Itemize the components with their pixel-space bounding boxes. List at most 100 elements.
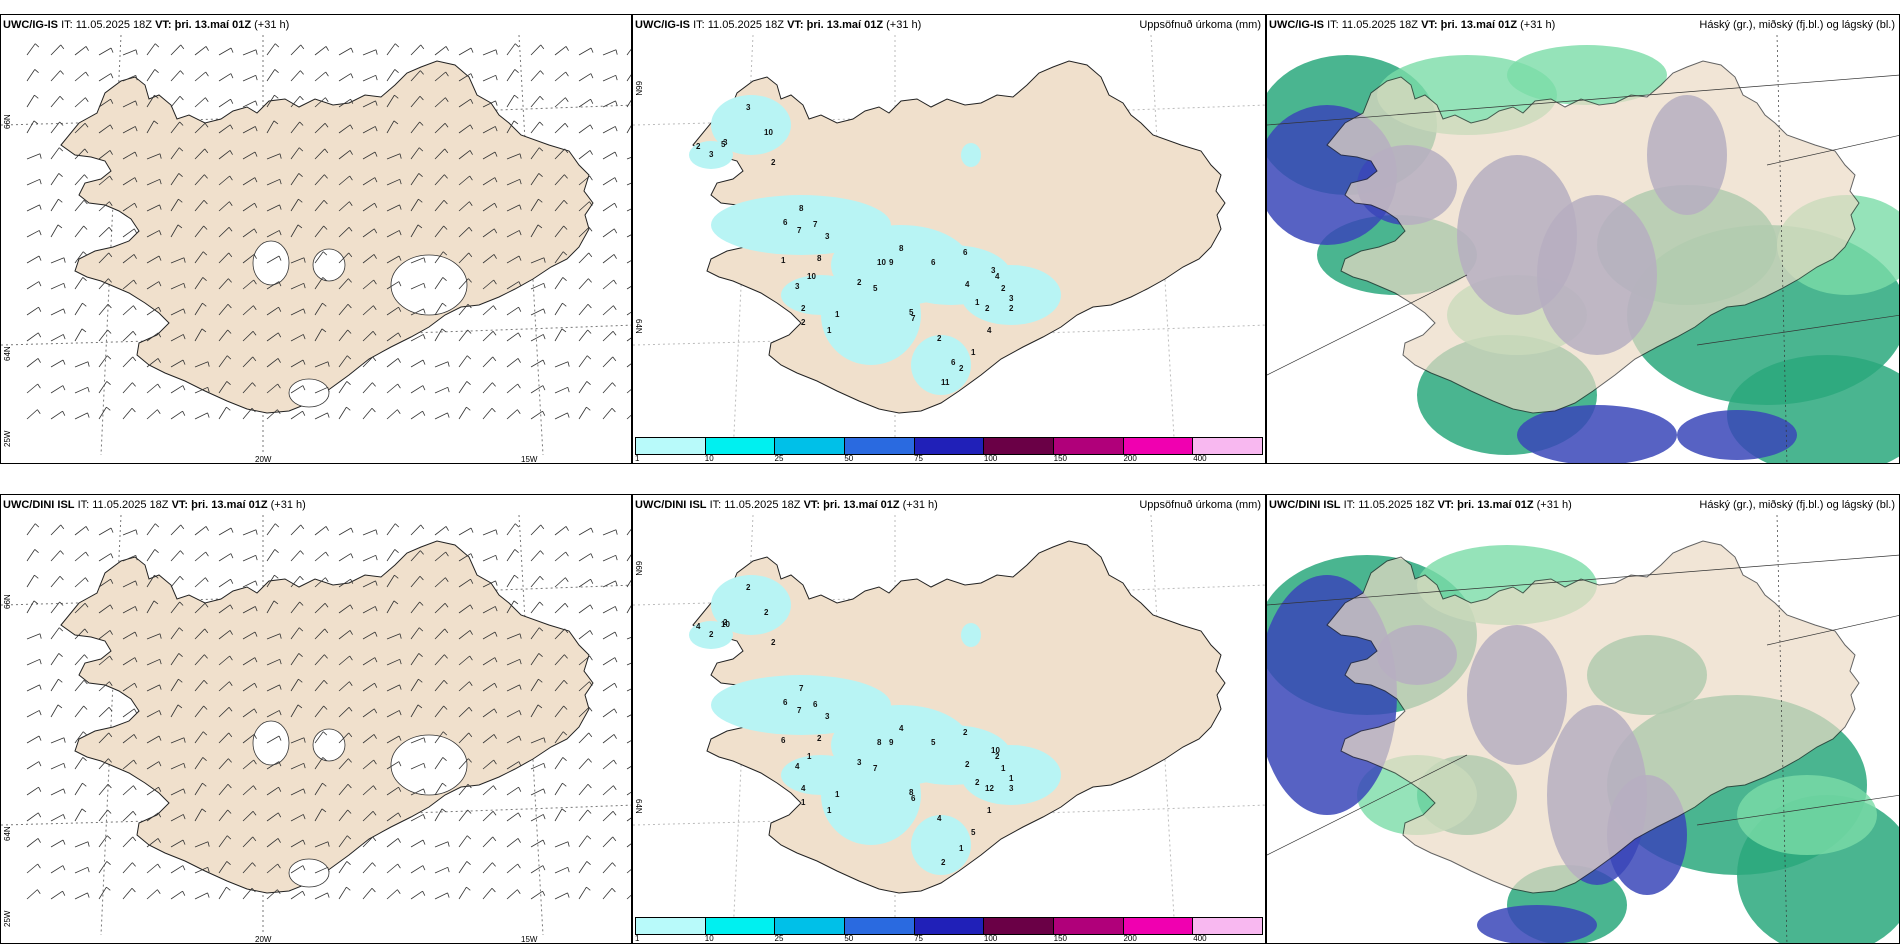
wind-barb-flag [447,892,450,898]
wind-barb [194,225,204,238]
wind-barb [506,735,520,744]
wind-barb [362,785,374,796]
lat-label-25w: 25W [3,430,12,447]
wind-barb-flag [85,551,89,557]
wind-barb-flag [201,328,207,333]
wind-barb-flag [299,601,304,606]
wind-barb-flag [469,175,473,181]
wind-barb-flag [614,657,618,663]
wind-barb-flag [322,251,328,256]
wind-barb [242,382,253,394]
wind-barb-flag [324,123,329,128]
wind-barb-flag [374,631,378,637]
colorbar-segment [636,438,706,454]
wind-barb-flag [302,359,306,365]
wind-barb-flag [57,704,63,709]
wind-barb [242,888,253,900]
wind-barb-flag [107,784,112,789]
wind-barb [506,549,516,562]
wind-barb [410,627,420,640]
wind-barb [362,862,373,874]
wind-barb-flag [538,173,543,178]
wind-barb-flag [590,527,594,533]
wind-barb [50,737,65,744]
wind-barb-flag [58,173,63,178]
wind-barb [194,412,208,420]
wind-barb-flag [375,580,378,586]
wind-barb [362,279,374,290]
precip-value-label: 3 [795,282,800,291]
wind-barb-flag [327,841,330,847]
wind-barb [626,894,631,900]
wind-barb-flag [589,655,593,661]
wind-barb [410,121,420,134]
wind-barb [74,757,84,770]
wind-barb [554,328,563,342]
wind-barb [218,226,230,238]
colorbar-segment [1193,918,1263,934]
wind-barb-flag [84,628,89,634]
wind-barb [602,631,616,640]
colorbar-tick-label: 50 [844,454,854,463]
wind-barb-flag [107,329,112,334]
wind-barb [26,204,40,212]
wind-barb-flag [445,577,449,582]
precip-value-label: 5 [971,828,976,837]
wind-barb [506,358,519,368]
wind-barb [602,228,615,238]
wind-barb-flag [274,69,279,74]
grid-line [1696,794,1899,826]
wind-barb-flag [590,73,594,79]
wind-barb-flag [322,782,327,787]
wind-barb [50,359,64,368]
precip-value-label: 3 [991,266,996,275]
wind-barb-flag [495,580,498,586]
wind-barb [554,808,563,822]
wind-barb [530,627,540,640]
colorbar-tick-label: 400 [1193,454,1207,463]
wind-barb-flag [107,809,112,814]
colorbar-tick-label: 150 [1053,454,1068,463]
precip-value-label: 2 [723,618,728,627]
wind-barb-flag [82,731,88,736]
wind-barb-flag [62,814,66,820]
precip-area [689,621,733,649]
wind-barb-flag [135,529,138,535]
cloud-map-panel-top: UWC/IG-IS IT: 11.05.2025 18Z VT: þri. 13… [1266,14,1900,464]
wind-barb [602,682,615,692]
wind-barb [506,812,519,822]
wind-barb-flag [254,631,258,637]
precip-area [781,755,861,795]
wind-barb-flag [39,633,42,639]
wind-barb-flag [372,862,376,867]
wind-barb [386,761,400,770]
high-cloud-area [1507,45,1667,105]
wind-barb [386,43,396,56]
wind-barb [170,814,184,822]
wind-barb [578,706,590,718]
wind-barb-flag [399,204,402,210]
wind-barb [242,279,254,290]
wind-barb-flag [34,549,39,554]
panel-title: UWC/DINI ISL IT: 11.05.2025 18Z VT: þri.… [1269,499,1572,511]
wind-barb [290,147,300,160]
wind-barb [410,410,423,420]
wind-barb-flag [447,361,450,367]
wind-barb-flag [38,230,42,236]
wind-barb [626,579,631,588]
wind-barb-flag [443,680,448,685]
wind-barb-flag [62,385,66,391]
wind-barb-flag [518,786,522,792]
wind-barb [242,74,256,82]
wind-barb-flag [349,630,353,635]
wind-barb-flag [398,735,402,741]
wind-barb-flag [519,684,522,690]
wind-barb [122,759,134,770]
wind-barb [602,529,617,536]
wind-barb-flag [615,49,618,55]
wind-barb-flag [399,179,402,185]
wind-barb-flag [589,630,593,635]
wind-barb-flag [279,153,282,159]
